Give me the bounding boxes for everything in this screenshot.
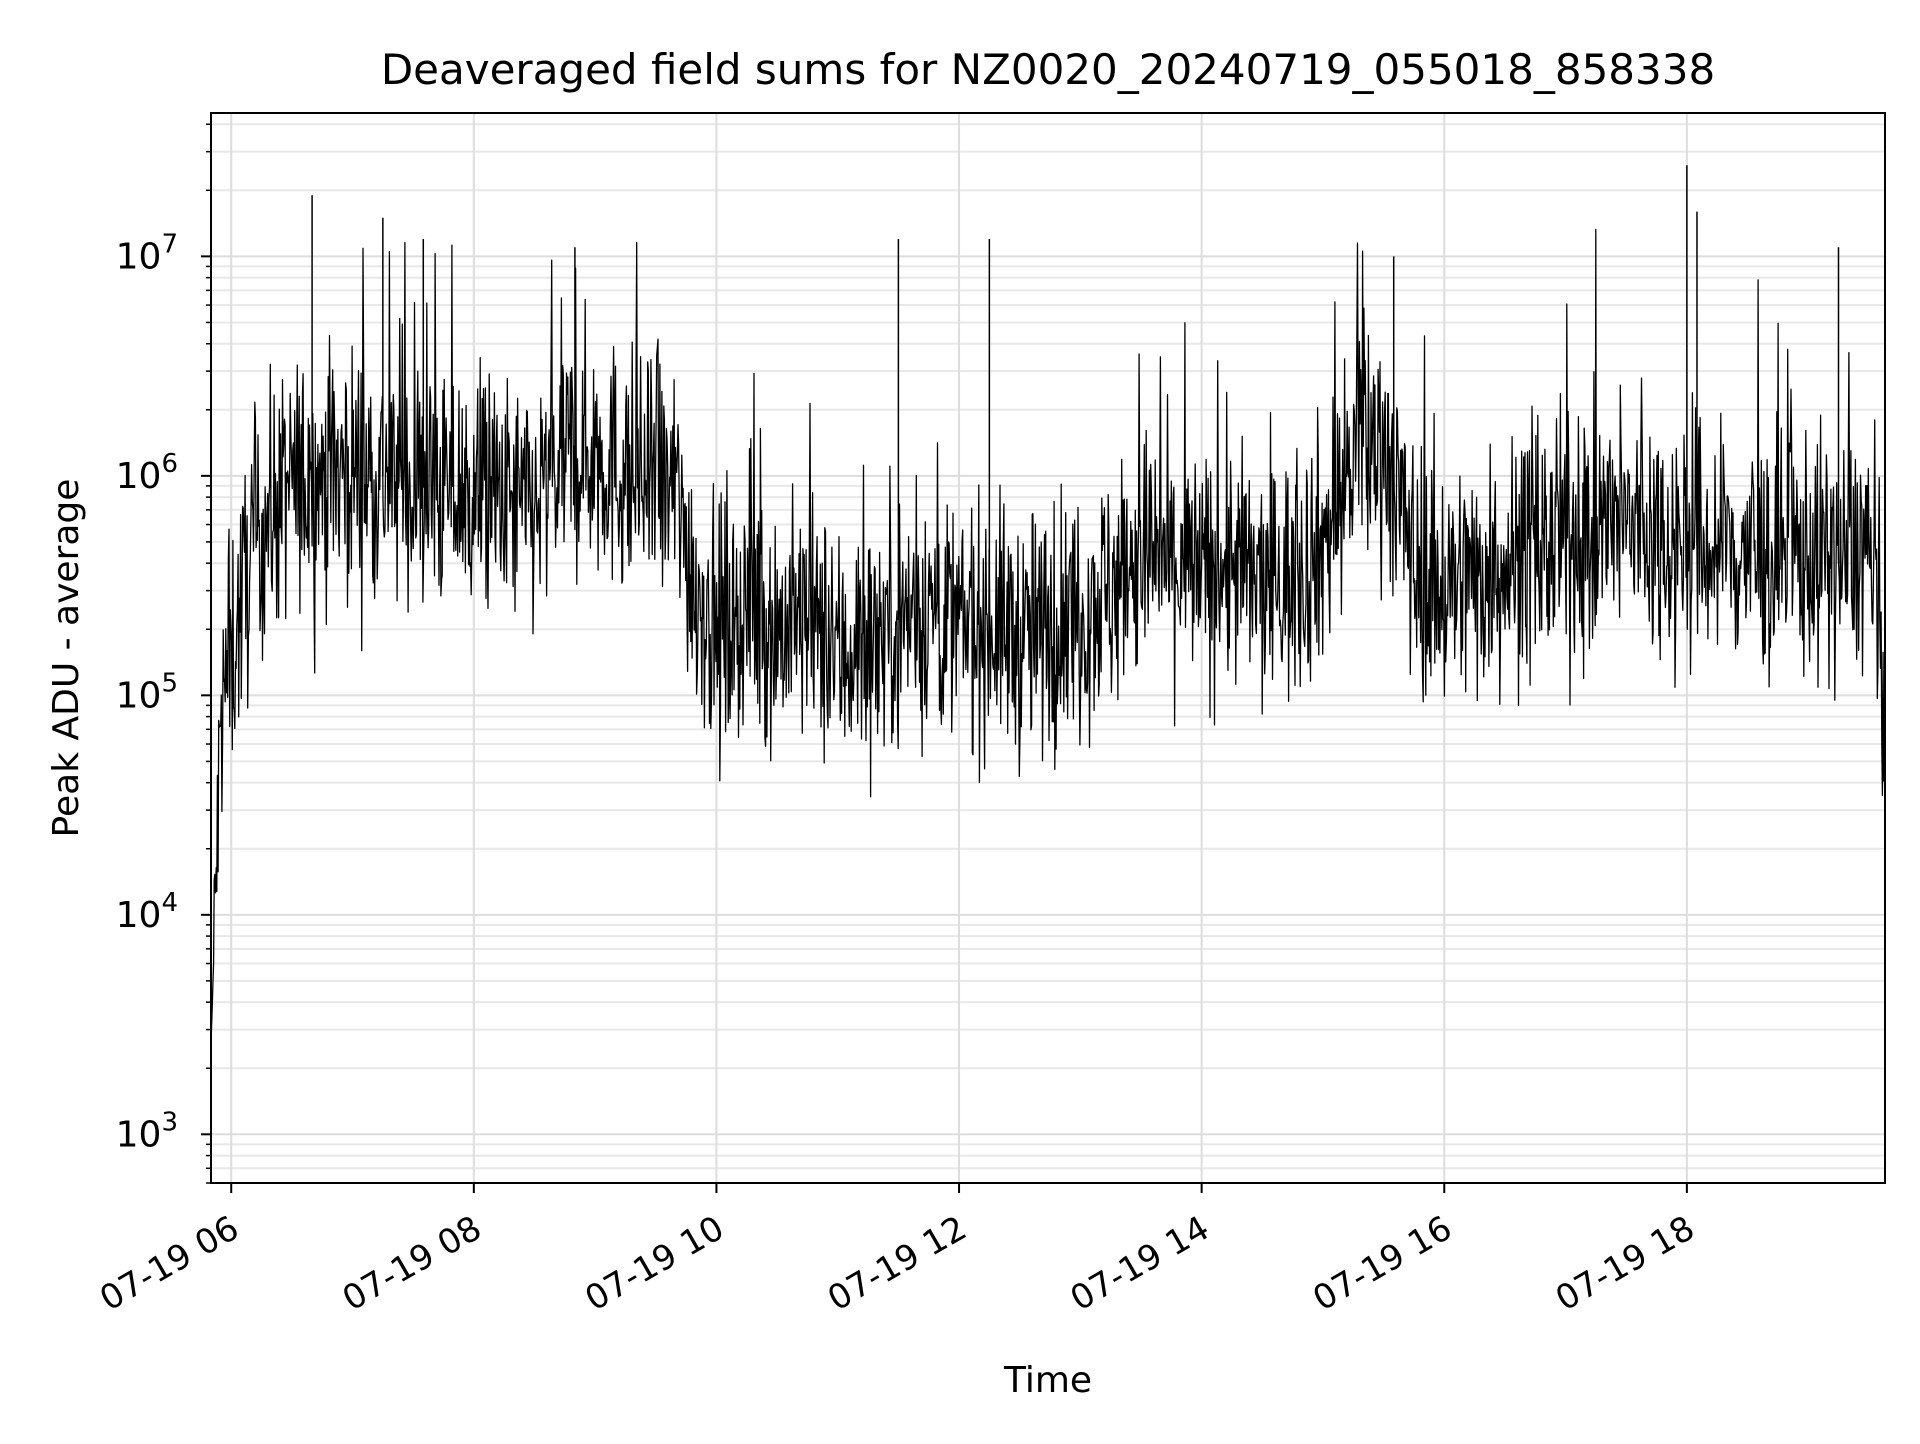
series-layer [210, 165, 1886, 1048]
y-tick-label: 106 [116, 449, 178, 497]
y-tick-label: 104 [116, 888, 178, 936]
x-axis-label: Time [1003, 1360, 1092, 1401]
plot-frame [210, 112, 1886, 1184]
y-tick-label: 103 [116, 1107, 178, 1155]
y-axis-label: Peak ADU - average [46, 479, 87, 838]
y-tick-label: 105 [116, 668, 178, 716]
series-line [210, 228, 1886, 1048]
chart-title: Deaveraged field sums for NZ0020_2024071… [381, 45, 1715, 94]
y-tick-label: 107 [116, 229, 178, 277]
